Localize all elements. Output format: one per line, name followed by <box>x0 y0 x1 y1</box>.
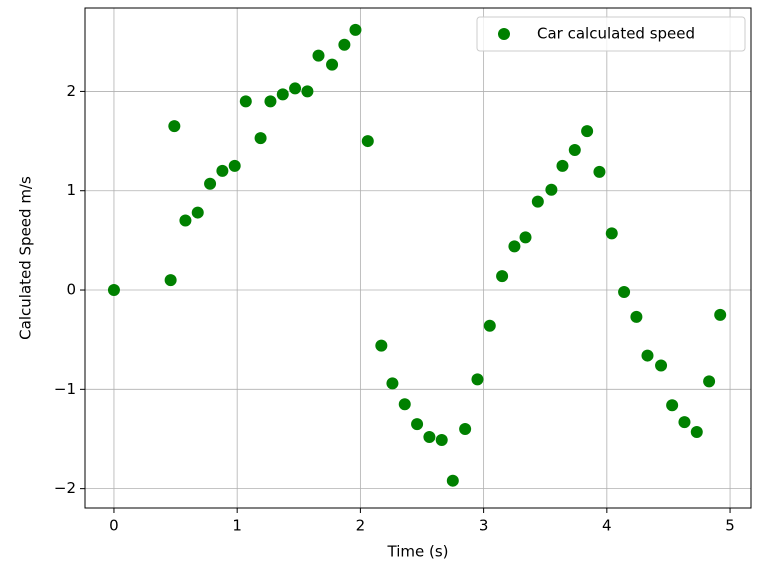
plot-frame <box>84 7 752 509</box>
point <box>581 125 594 138</box>
point <box>531 195 544 208</box>
point <box>312 49 325 62</box>
point <box>545 183 558 196</box>
point <box>326 58 339 71</box>
y-tick-label: 1 <box>66 181 76 199</box>
point <box>191 206 204 219</box>
point <box>239 95 252 108</box>
point <box>338 38 351 51</box>
point <box>459 423 472 436</box>
point <box>289 82 302 95</box>
point <box>508 240 521 253</box>
point <box>496 270 509 283</box>
x-tick-label: 0 <box>109 517 119 535</box>
point <box>605 227 618 240</box>
point <box>714 308 727 321</box>
point <box>556 159 569 172</box>
point <box>618 286 631 299</box>
point <box>593 165 606 178</box>
point <box>164 274 177 287</box>
point <box>630 310 643 323</box>
point <box>179 214 192 227</box>
point <box>483 319 496 332</box>
x-tick-label: 1 <box>232 517 242 535</box>
y-tick-label: −1 <box>54 380 76 398</box>
point <box>216 164 229 177</box>
point <box>446 474 459 487</box>
point <box>254 132 267 145</box>
x-tick-label: 3 <box>479 517 489 535</box>
point <box>678 416 691 429</box>
point <box>666 399 679 412</box>
point <box>168 120 181 133</box>
point <box>471 373 484 386</box>
point <box>349 23 362 36</box>
point <box>301 85 314 98</box>
x-tick-label: 4 <box>602 517 612 535</box>
point <box>398 398 411 411</box>
point <box>204 177 217 190</box>
point <box>519 231 532 244</box>
point <box>703 375 716 388</box>
point <box>276 88 289 101</box>
x-tick-label: 5 <box>725 517 735 535</box>
x-axis-label: Time (s) <box>387 543 449 561</box>
point <box>435 433 448 446</box>
y-tick-label: 2 <box>66 82 76 100</box>
point <box>375 339 388 352</box>
y-axis-label: Calculated Speed m/s <box>17 176 35 340</box>
legend-box <box>476 16 746 52</box>
point <box>568 144 581 157</box>
point <box>386 377 399 390</box>
y-tick-label: 0 <box>66 281 76 299</box>
legend-label: Car calculated speed <box>537 25 695 43</box>
point <box>641 349 654 362</box>
point <box>228 159 241 172</box>
point <box>423 430 436 443</box>
point <box>264 95 277 108</box>
x-tick-label: 2 <box>356 517 366 535</box>
y-tick-label: −2 <box>54 479 76 497</box>
point <box>655 359 668 372</box>
legend-marker <box>498 28 510 40</box>
point <box>107 284 120 297</box>
point <box>690 426 703 439</box>
point <box>411 418 424 431</box>
point <box>361 135 374 148</box>
